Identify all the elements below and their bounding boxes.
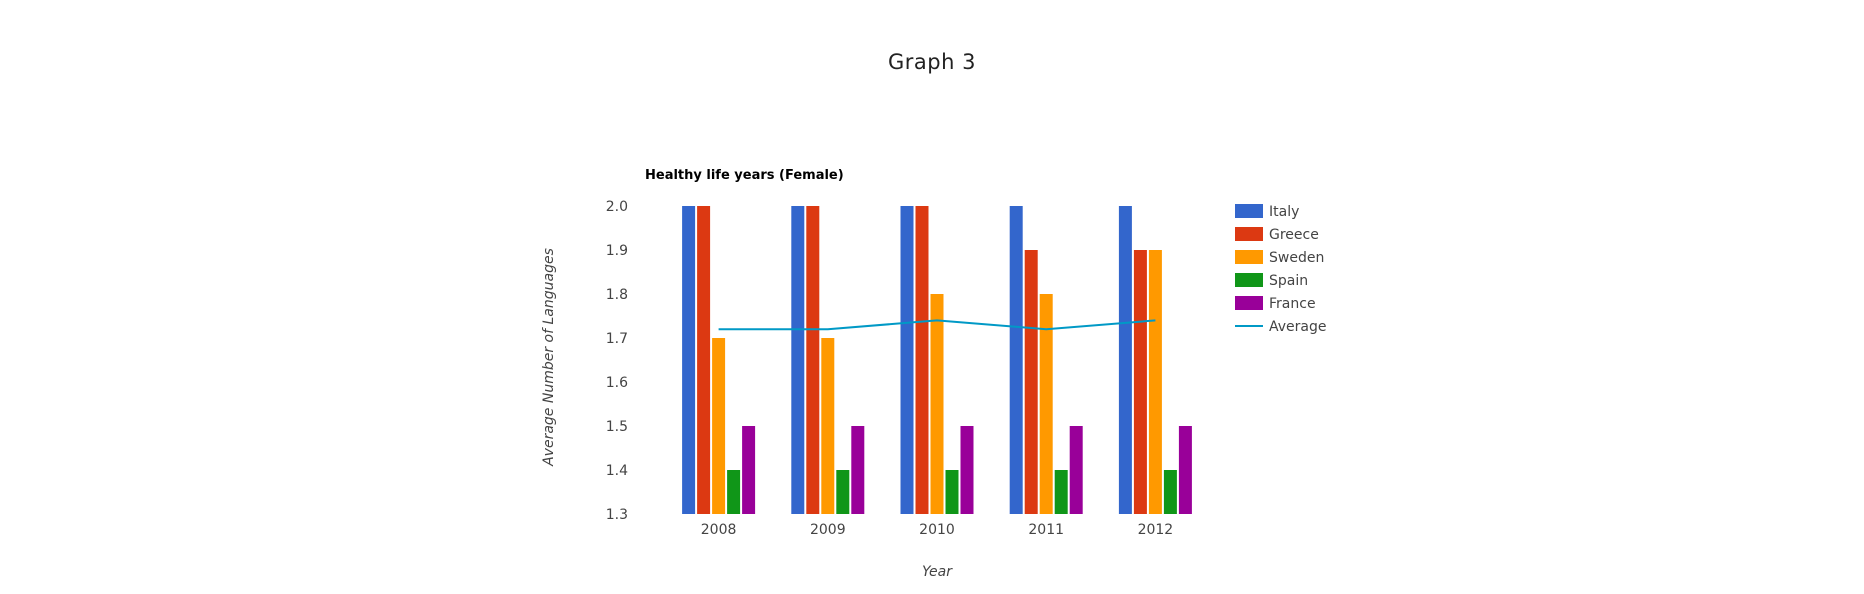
y-axis-ticks: 1.3 1.4 1.5 1.6 1.7 1.8 1.9 2.0 (606, 199, 628, 523)
y-tick-label: 2.0 (606, 199, 628, 215)
legend-label-spain: Spain (1269, 273, 1308, 289)
bar-spain-2011 (1054, 470, 1068, 514)
bar-france-2011 (1069, 426, 1083, 514)
legend-swatch-sweden (1235, 250, 1263, 264)
bar-greece-2009 (806, 206, 820, 514)
y-tick-label: 1.8 (606, 287, 628, 303)
bar-greece-2011 (1024, 250, 1038, 514)
page-title: Graph 3 (888, 50, 976, 74)
bar-italy-2012 (1118, 206, 1132, 514)
bar-sweden-2008 (712, 338, 726, 514)
bar-italy-2011 (1009, 206, 1023, 514)
x-tick-label: 2009 (810, 522, 846, 538)
y-tick-label: 1.9 (606, 243, 628, 259)
bar-france-2012 (1178, 426, 1192, 514)
bar-greece-2008 (697, 206, 711, 514)
y-tick-label: 1.4 (606, 463, 628, 479)
bar-series (682, 206, 1192, 514)
bar-france-2009 (851, 426, 865, 514)
x-axis-ticks: 2008 2009 2010 2011 2012 (701, 522, 1173, 538)
bar-sweden-2012 (1148, 250, 1162, 514)
bar-sweden-2010 (930, 294, 944, 514)
legend-swatch-france (1235, 296, 1263, 310)
y-tick-label: 1.6 (606, 375, 628, 391)
legend-label-italy: Italy (1269, 204, 1299, 220)
legend-label-france: France (1269, 296, 1316, 312)
bar-greece-2010 (915, 206, 929, 514)
x-tick-label: 2012 (1138, 522, 1174, 538)
x-tick-label: 2011 (1028, 522, 1064, 538)
x-tick-label: 2008 (701, 522, 737, 538)
legend-label-sweden: Sweden (1269, 250, 1324, 266)
bar-spain-2010 (945, 470, 959, 514)
legend-swatch-spain (1235, 273, 1263, 287)
bar-france-2010 (960, 426, 974, 514)
legend: Italy Greece Sweden Spain France Average (1235, 204, 1327, 335)
bar-spain-2012 (1163, 470, 1177, 514)
y-tick-label: 1.7 (606, 331, 628, 347)
chart-title: Healthy life years (Female) (645, 168, 844, 183)
y-tick-label: 1.5 (606, 419, 628, 435)
legend-label-greece: Greece (1269, 227, 1319, 243)
bar-italy-2008 (682, 206, 696, 514)
line-average (718, 319, 1156, 331)
bar-sweden-2009 (821, 338, 835, 514)
bar-greece-2012 (1133, 250, 1147, 514)
bar-france-2008 (742, 426, 756, 514)
x-tick-label: 2010 (919, 522, 955, 538)
y-tick-label: 1.3 (606, 507, 628, 523)
legend-swatch-italy (1235, 204, 1263, 218)
legend-swatch-greece (1235, 227, 1263, 241)
y-axis-title: Average Number of Languages (541, 248, 557, 467)
legend-label-average: Average (1269, 319, 1327, 335)
x-axis-title: Year (922, 564, 953, 580)
bar-italy-2009 (791, 206, 805, 514)
bar-sweden-2011 (1039, 294, 1053, 514)
bar-spain-2009 (836, 470, 850, 514)
bar-italy-2010 (900, 206, 914, 514)
bar-spain-2008 (727, 470, 741, 514)
line-series (718, 319, 1156, 331)
